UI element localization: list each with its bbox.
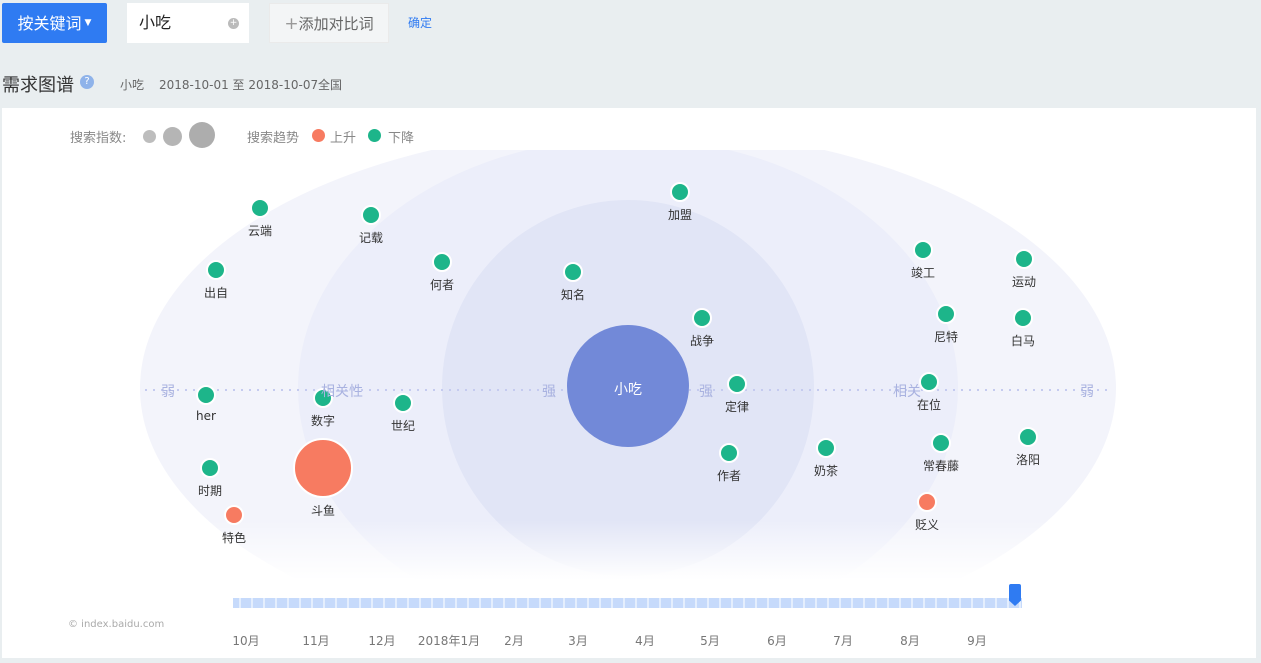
graph-node-label: 加盟 [667, 208, 693, 222]
graph-node[interactable] [1018, 427, 1038, 447]
page-title: 需求图谱 [2, 75, 74, 96]
axis-related-right: 相关 [893, 384, 921, 400]
timeline-month-label[interactable]: 2月 [504, 634, 524, 648]
legend-small-dot [143, 130, 156, 143]
graph-node[interactable] [913, 240, 933, 260]
graph-node-label: 记载 [358, 231, 384, 245]
graph-node[interactable] [361, 205, 381, 225]
timeline-month-label[interactable]: 7月 [833, 634, 853, 648]
graph-node[interactable] [563, 262, 583, 282]
graph-node-label: 定律 [724, 400, 750, 414]
center-keyword-label: 小吃 [614, 382, 642, 398]
timeline-month-label[interactable]: 10月 [232, 634, 260, 648]
timeline-month-label[interactable]: 5月 [700, 634, 720, 648]
graph-node-label: 白马 [1010, 334, 1036, 348]
caret-down-icon: ▼ [84, 18, 92, 28]
graph-node[interactable] [692, 308, 712, 328]
timeline-month-label[interactable]: 4月 [635, 634, 655, 648]
graph-node[interactable] [1014, 249, 1034, 269]
legend-large-dot [189, 122, 215, 148]
graph-node[interactable] [224, 505, 244, 525]
graph-node[interactable] [313, 388, 333, 408]
add-compare-label: 添加对比词 [298, 15, 374, 33]
graph-node-label: 数字 [310, 414, 336, 428]
graph-node-label: 云端 [247, 224, 273, 238]
timeline-month-label[interactable]: 6月 [767, 634, 787, 648]
graph-node-label: 特色 [221, 531, 247, 545]
graph-node[interactable] [293, 438, 353, 498]
legend-fall-dot [368, 129, 381, 142]
legend-trend-label: 搜索趋势 [247, 131, 300, 146]
keyword-value: 小吃 [139, 13, 172, 32]
legend-size-label: 搜索指数: [70, 131, 127, 146]
graph-node-label: 尼特 [933, 330, 959, 344]
graph-node[interactable] [206, 260, 226, 280]
graph-node[interactable] [931, 433, 951, 453]
axis-related-left: 相关性 [321, 384, 363, 400]
graph-node-label: 斗鱼 [310, 504, 336, 518]
graph-node-label: 奶茶 [813, 464, 839, 478]
watermark: © index.baidu.com [68, 619, 165, 630]
graph-node[interactable] [670, 182, 690, 202]
confirm-button[interactable]: 确定 [408, 16, 433, 30]
timeline-month-label[interactable]: 2018年1月 [417, 634, 481, 648]
graph-node-label: 作者 [716, 469, 742, 483]
axis-weak-left: 弱 [161, 384, 175, 400]
graph-node-label: 世纪 [390, 419, 416, 433]
graph-node-label: 战争 [689, 334, 715, 348]
add-compare-button[interactable]: +添加对比词 [269, 3, 389, 43]
graph-node-label: 时期 [197, 484, 223, 498]
meta-region: 全国 [318, 78, 343, 92]
graph-node-label: her [196, 409, 216, 423]
axis-strong-right: 强 [699, 384, 713, 400]
keyword-mode-dropdown[interactable]: 按关键词 ▼ [2, 3, 107, 43]
graph-node[interactable] [727, 374, 747, 394]
keyword-input[interactable]: 小吃 + [127, 3, 249, 43]
graph-node-label: 贬义 [914, 518, 940, 532]
search-toolbar: 按关键词 ▼ 小吃 + +添加对比词 确定 [0, 0, 1261, 52]
graph-node-label: 常春藤 [922, 459, 960, 473]
timeline-month-label[interactable]: 8月 [900, 634, 920, 648]
clear-icon[interactable]: + [228, 18, 239, 29]
plus-icon: + [284, 14, 299, 34]
graph-node[interactable] [196, 385, 216, 405]
graph-node-label: 竣工 [910, 266, 936, 280]
center-keyword-bubble[interactable] [567, 325, 689, 447]
axis-strong-left: 强 [542, 384, 556, 400]
help-icon[interactable]: ? [80, 75, 94, 89]
legend-rise-label: 上升 [330, 131, 357, 146]
graph-node[interactable] [719, 443, 739, 463]
graph-node[interactable] [917, 492, 937, 512]
graph-node[interactable] [393, 393, 413, 413]
graph-node-label: 何者 [429, 278, 455, 292]
keyword-mode-label: 按关键词 [17, 14, 82, 33]
graph-node[interactable] [936, 304, 956, 324]
graph-node[interactable] [816, 438, 836, 458]
timeline-month-label[interactable]: 12月 [368, 634, 396, 648]
timeline-month-label[interactable]: 9月 [967, 634, 987, 648]
graph-node[interactable] [250, 198, 270, 218]
graph-node-label: 出自 [203, 286, 229, 300]
graph-node[interactable] [919, 372, 939, 392]
graph-node-label: 运动 [1011, 275, 1037, 289]
graph-node-label: 知名 [560, 288, 586, 302]
meta-keyword: 小吃 [120, 78, 145, 92]
graph-node[interactable] [432, 252, 452, 272]
timeline-track[interactable] [233, 598, 1022, 608]
timeline-month-label[interactable]: 3月 [568, 634, 588, 648]
legend-medium-dot [163, 127, 182, 146]
timeline-handle[interactable] [1009, 584, 1021, 606]
graph-node-label: 在位 [916, 398, 942, 412]
axis-weak-right: 弱 [1080, 384, 1094, 400]
graph-node[interactable] [200, 458, 220, 478]
graph-node[interactable] [1013, 308, 1033, 328]
legend-fall-label: 下降 [388, 131, 415, 146]
graph-node-label: 洛阳 [1015, 453, 1041, 467]
legend-rise-dot [312, 129, 325, 142]
meta-date-range: 2018-10-01 至 2018-10-07 [159, 78, 319, 92]
timeline-month-label[interactable]: 11月 [302, 634, 330, 648]
